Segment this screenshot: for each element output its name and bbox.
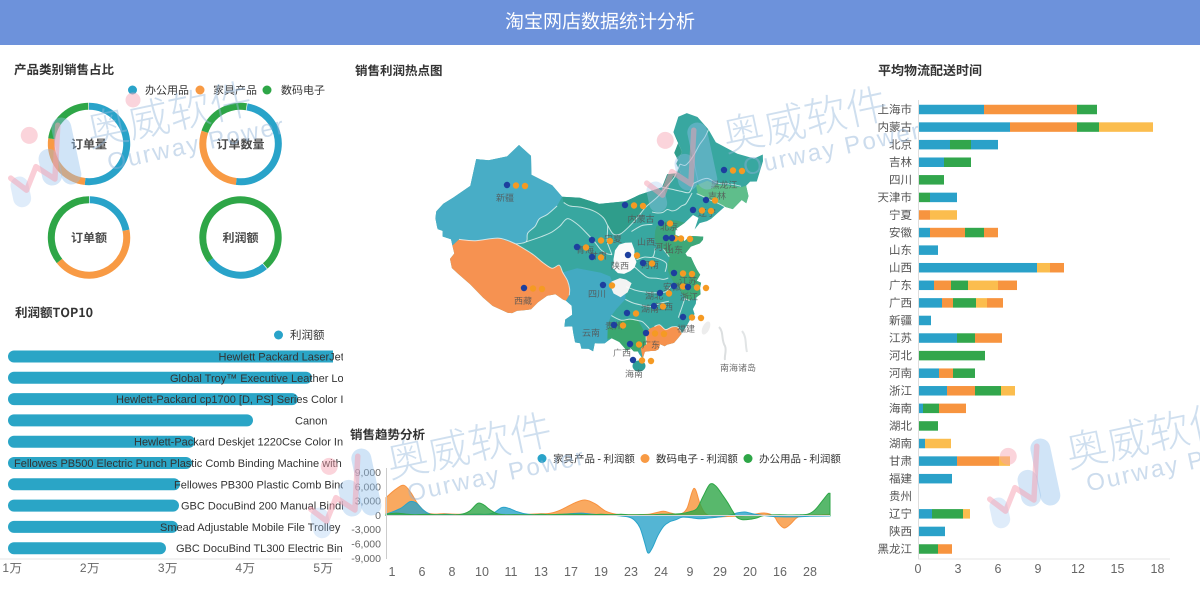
- svg-text:18: 18: [1151, 562, 1165, 576]
- svg-text:9: 9: [1035, 562, 1042, 576]
- svg-text:GBC DocuBind 200 Manual Bindin: GBC DocuBind 200 Manual Binding Machine: [181, 501, 401, 513]
- svg-text:Hewlett-Packard Deskjet 1220Cs: Hewlett-Packard Deskjet 1220Cse Color In…: [134, 437, 396, 449]
- svg-text:1: 1: [389, 565, 396, 579]
- svg-text:29: 29: [713, 565, 727, 579]
- svg-text:-9,000: -9,000: [351, 553, 381, 565]
- svg-text:Fellowes PB500 Electric Punch: Fellowes PB500 Electric Punch Plastic Co…: [14, 458, 406, 470]
- svg-text:16: 16: [773, 565, 787, 579]
- svg-text:3: 3: [955, 562, 962, 576]
- svg-text:Smead Adjustable Mobile File T: Smead Adjustable Mobile File Trolley wit…: [160, 522, 431, 534]
- svg-text:Hewlett-Packard cp1700 [D, PS]: Hewlett-Packard cp1700 [D, PS] Series Co…: [116, 394, 408, 406]
- svg-text:3: 3: [158, 561, 165, 575]
- svg-text:13: 13: [534, 565, 548, 579]
- svg-text:28: 28: [803, 565, 817, 579]
- svg-text:GBC DocuBind TL300 Electric Bi: GBC DocuBind TL300 Electric Binding Syst…: [176, 543, 403, 555]
- svg-text:1: 1: [2, 561, 9, 575]
- svg-text:12: 12: [1071, 562, 1085, 576]
- svg-text:17: 17: [564, 565, 578, 579]
- svg-text:20: 20: [743, 565, 757, 579]
- svg-text:0: 0: [915, 562, 922, 576]
- svg-text:24: 24: [654, 565, 668, 579]
- svg-text:11: 11: [505, 565, 518, 579]
- svg-text:9: 9: [687, 565, 694, 579]
- svg-text:Canon: Canon: [295, 415, 327, 427]
- svg-text:-3,000: -3,000: [351, 524, 381, 536]
- svg-text:6: 6: [995, 562, 1002, 576]
- svg-text:8: 8: [449, 565, 456, 579]
- svg-text:5: 5: [313, 561, 320, 575]
- svg-text:Hewlett Packard LaserJet 3310: Hewlett Packard LaserJet 3310 Copier: [219, 352, 408, 364]
- svg-text:2: 2: [80, 561, 87, 575]
- svg-text:-6,000: -6,000: [351, 539, 381, 551]
- svg-text:4: 4: [235, 561, 242, 575]
- svg-text:6: 6: [419, 565, 426, 579]
- svg-text:10: 10: [475, 565, 489, 579]
- svg-text:23: 23: [624, 565, 638, 579]
- svg-text:19: 19: [594, 565, 608, 579]
- svg-text:Fellowes PB300 Plastic Comb Bi: Fellowes PB300 Plastic Comb Binding Mach…: [174, 479, 406, 491]
- svg-text:0: 0: [375, 510, 381, 522]
- svg-text:Global Troy™ Executive Leather: Global Troy™ Executive Leather Low-Back …: [170, 373, 407, 385]
- svg-text:15: 15: [1111, 562, 1125, 576]
